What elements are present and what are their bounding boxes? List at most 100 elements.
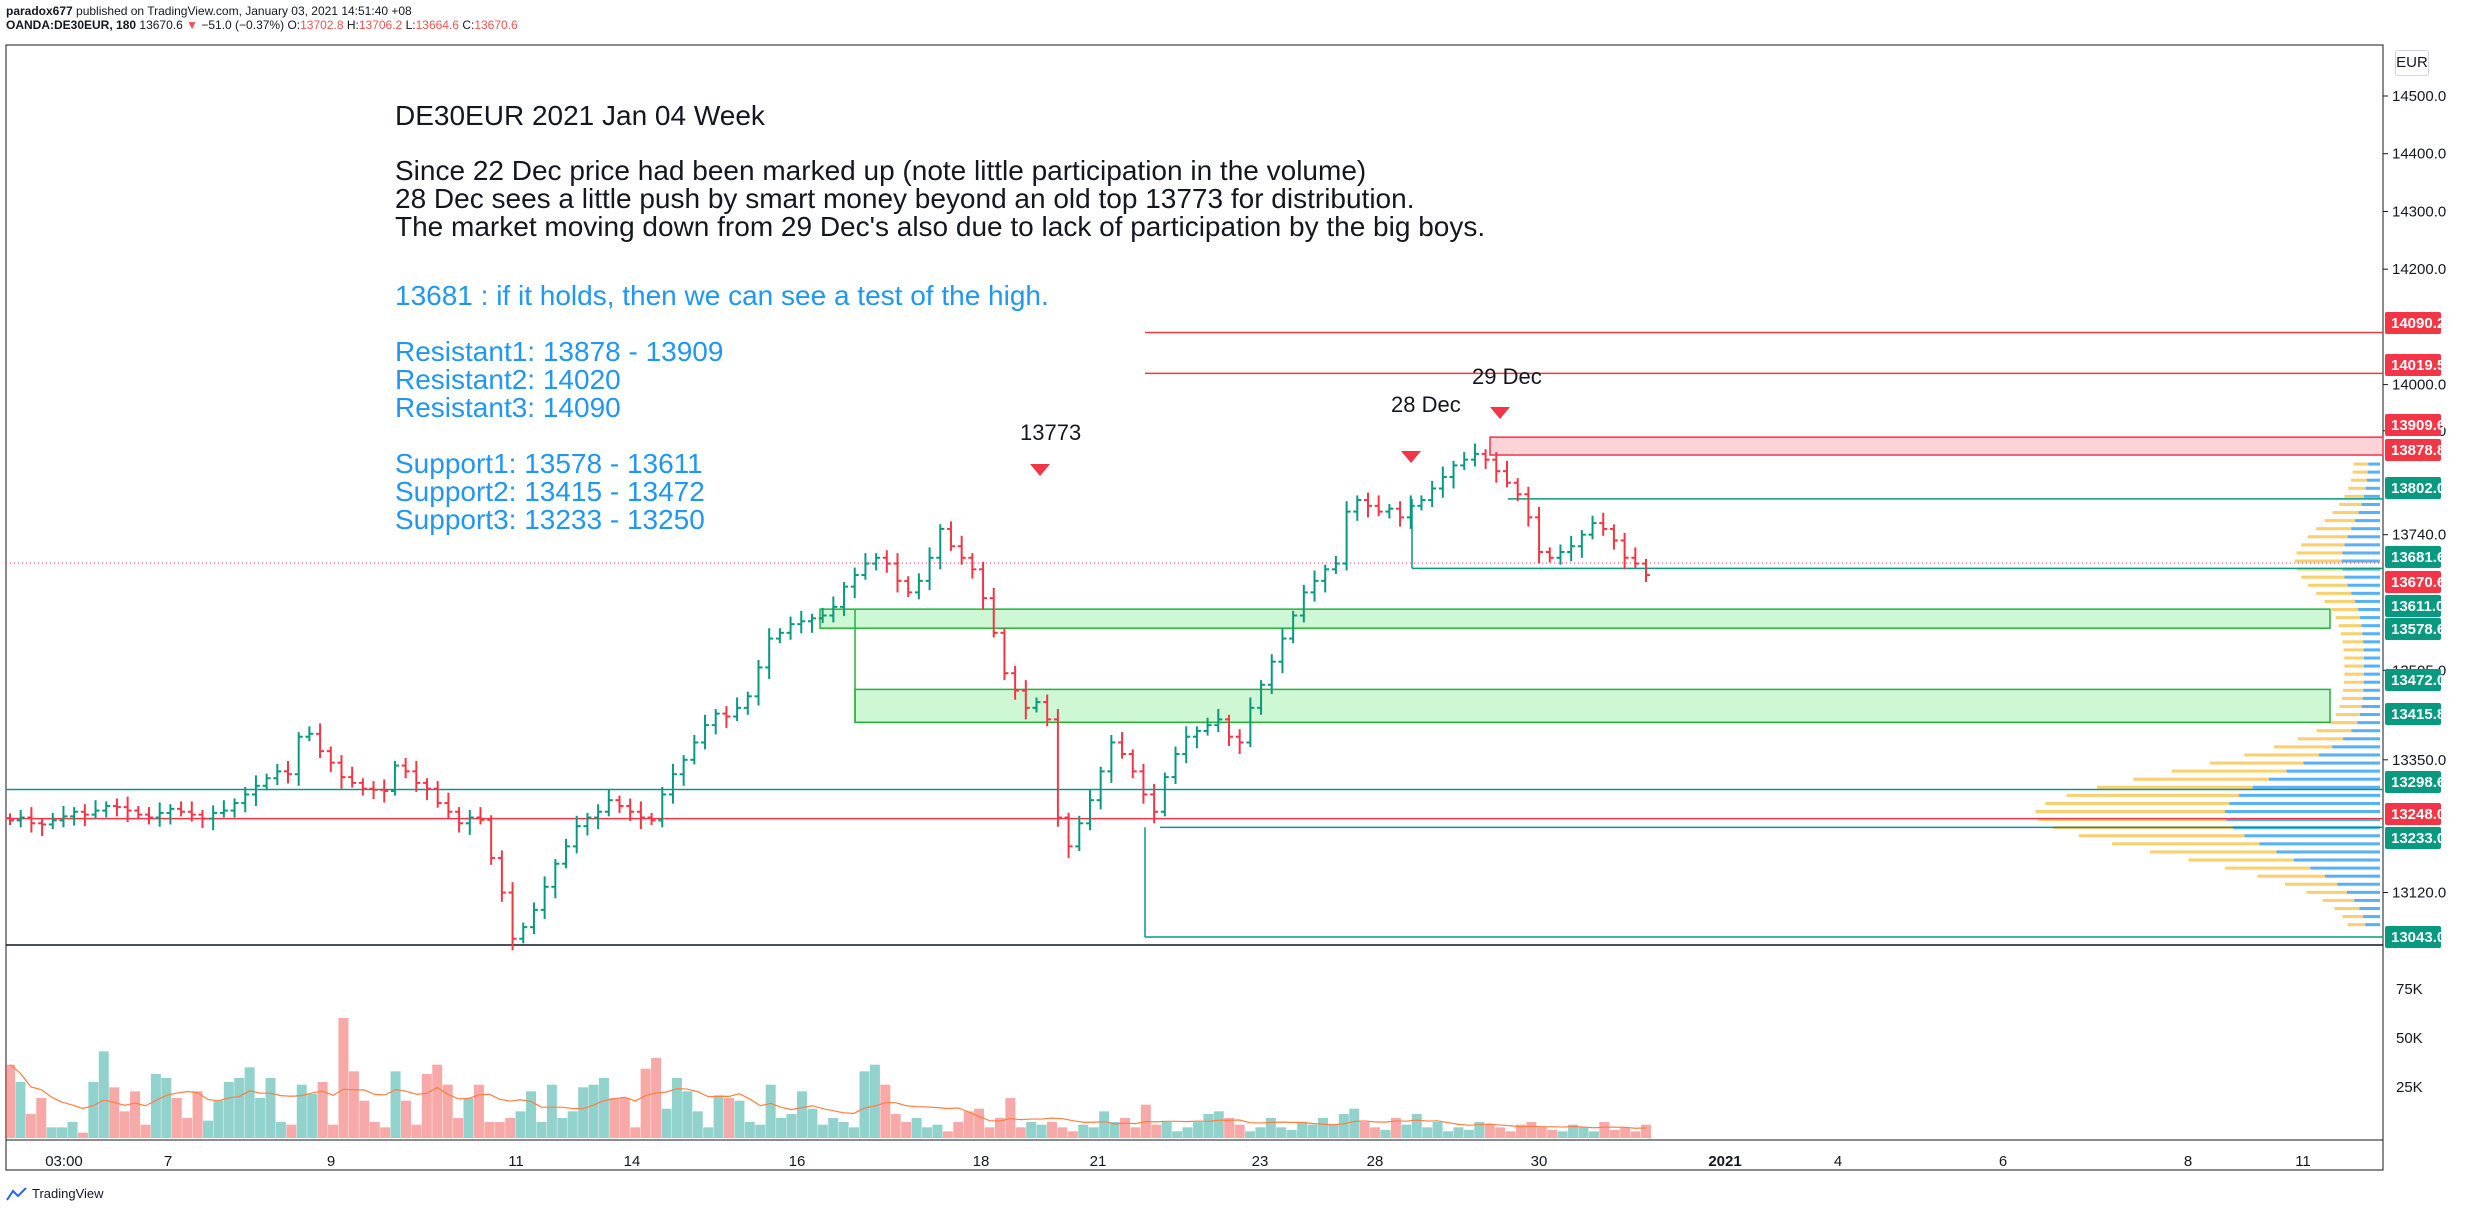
volume-bar: [317, 1082, 328, 1138]
vp-sell: [2331, 607, 2359, 612]
ohlc-bar: [401, 758, 410, 779]
ohlc-bar: [1428, 481, 1437, 507]
volume-bar: [1463, 1130, 1474, 1138]
vp-sell: [2038, 818, 2227, 822]
volume-bar: [557, 1118, 568, 1138]
ohlc-bar: [1502, 460, 1511, 488]
vp-buy: [2310, 866, 2380, 870]
price-tag-bg: [2385, 669, 2441, 691]
ohlc-bar: [1588, 515, 1597, 540]
ohlc-bar: [722, 706, 731, 729]
symbol-label[interactable]: OANDA:DE30EUR, 180: [6, 18, 137, 32]
volume-bar: [380, 1127, 391, 1138]
annotation-line-1: Since 22 Dec price had been marked up (n…: [395, 155, 1367, 186]
vp-sell: [2301, 575, 2345, 579]
vp-buy: [2286, 769, 2380, 773]
price-tag: 13802.0: [2385, 477, 2445, 499]
arrow-13773-icon: [1030, 464, 1050, 476]
ohlc-bar: [1524, 486, 1533, 527]
ohlc-bar: [658, 786, 667, 828]
volume-bar: [588, 1084, 599, 1138]
y-tick-label: 14500.0: [2392, 88, 2446, 105]
vp-sell: [2347, 923, 2366, 927]
ohlc-bar: [647, 812, 656, 826]
volume-bar: [400, 1100, 411, 1138]
ohlc-bar: [444, 792, 453, 819]
ohlc-bar: [679, 755, 688, 786]
vp-buy: [2362, 696, 2380, 700]
price-tag-bg: [2385, 571, 2441, 593]
ohlc-bars: [6, 443, 1650, 951]
volume-bar: [1203, 1114, 1214, 1138]
volume-bar: [724, 1098, 735, 1138]
volume-bar: [1172, 1131, 1183, 1138]
y-tick-label: 14200.0: [2392, 261, 2446, 278]
label-28dec: 28 Dec: [1391, 392, 1461, 417]
ohlc-bar: [1160, 772, 1169, 817]
currency-button[interactable]: EUR: [2395, 50, 2429, 76]
vp-sell: [2343, 648, 2364, 652]
ohlc-bar: [348, 766, 357, 788]
x-tick-label: 11: [2295, 1153, 2311, 1170]
ohlc-bar: [1192, 726, 1201, 749]
volume-bar: [536, 1122, 547, 1138]
volume-profile: [2035, 462, 2380, 927]
volume-bar: [1036, 1124, 1047, 1138]
volume-bar: [1536, 1127, 1547, 1138]
vp-sell: [2188, 858, 2294, 862]
volume-bar: [1443, 1131, 1454, 1138]
vp-sell: [2078, 834, 2245, 838]
volume-ma-line: [9, 1064, 1647, 1129]
volume-bar: [140, 1124, 151, 1138]
vp-buy: [2363, 915, 2380, 919]
volume-bar: [296, 1084, 307, 1138]
volume-bar: [307, 1094, 318, 1138]
ohlc-bar: [1631, 547, 1640, 569]
vp-buy: [2239, 793, 2380, 797]
tradingview-logo[interactable]: TradingView: [6, 1186, 104, 1201]
vp-buy: [2368, 462, 2380, 466]
time-axis[interactable]: 03:00 7 9 11 14 16 18 21 23 28 30 2021 4 6 8 11: [45, 1153, 2311, 1170]
ohlc-bar: [70, 807, 79, 826]
ohlc-bar: [583, 812, 592, 836]
volume-bar: [1161, 1122, 1172, 1138]
volume-bar: [942, 1131, 953, 1138]
ohlc-bar: [1011, 665, 1020, 700]
vp-buy: [2337, 882, 2380, 886]
volume-bar: [275, 1122, 286, 1138]
vp-buy: [2343, 737, 2380, 741]
volume-bar: [421, 1074, 432, 1138]
volume-bar: [1255, 1127, 1266, 1138]
vp-sell: [2306, 890, 2347, 894]
price-tag-label: 13415.8: [2391, 706, 2445, 723]
ohlc-bar: [209, 805, 218, 831]
ohlc-bar: [925, 547, 934, 591]
vp-sell: [2295, 559, 2342, 563]
ohlc-bar: [1321, 564, 1330, 593]
ohlc-bar: [701, 714, 710, 750]
volume-bar: [57, 1127, 68, 1138]
vp-buy: [2363, 680, 2380, 684]
price-tag: 13298.6: [2385, 771, 2445, 793]
volume-bar: [1213, 1111, 1224, 1138]
ohlc-bar: [412, 760, 421, 793]
volume-bar: [1390, 1118, 1401, 1138]
vp-buy: [2341, 559, 2380, 563]
ohlc-bar: [668, 763, 677, 804]
author-name[interactable]: paradox677: [6, 4, 73, 18]
vp-sell: [2244, 753, 2319, 757]
volume-bar: [817, 1124, 828, 1138]
price-tag-label: 13681.6: [2391, 549, 2445, 566]
y-tick-label: 13740.0: [2392, 527, 2446, 544]
price-tag: 14019.5: [2385, 354, 2445, 376]
volume-tick-label: 50K: [2396, 1030, 2423, 1047]
ohlc-bar: [1342, 501, 1351, 571]
vp-sell: [2045, 801, 2230, 805]
ohlc-bar: [1577, 530, 1586, 558]
ohlc-bar: [1171, 746, 1180, 785]
volume-bar: [453, 1118, 464, 1138]
vp-sell: [2066, 793, 2240, 797]
vp-buy: [2276, 850, 2380, 854]
ohlc-bar: [615, 795, 624, 813]
